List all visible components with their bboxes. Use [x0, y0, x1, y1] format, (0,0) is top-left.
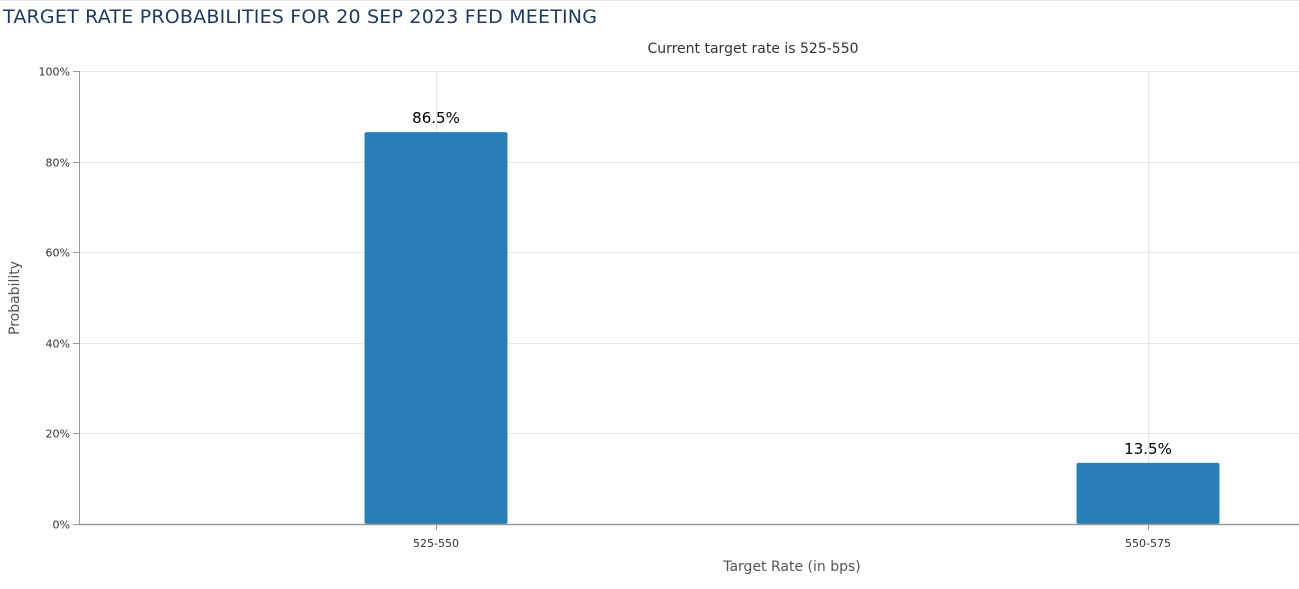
x-axis-title: Target Rate (in bps)	[722, 559, 861, 575]
axes	[73, 71, 1299, 530]
chart-subtitle: Current target rate is 525-550	[647, 41, 858, 57]
y-tick-label: 100%	[39, 66, 70, 79]
y-tick-label: 40%	[46, 338, 70, 351]
x-tick-label: 550-575	[1125, 537, 1171, 550]
top-rule	[0, 0, 1299, 1]
data-label: 86.5%	[412, 109, 460, 127]
y-tick-label: 0%	[53, 519, 70, 532]
y-axis-title: Probability	[7, 261, 23, 335]
chart-labels: Current target rate is 525-550 Target Ra…	[7, 41, 1172, 575]
bar-525-550[interactable]	[364, 132, 508, 524]
y-tick-label: 60%	[46, 247, 70, 260]
grid	[79, 71, 1299, 524]
y-tick-label: 80%	[46, 157, 70, 170]
x-tick-label: 525-550	[413, 537, 459, 550]
bars	[364, 132, 1220, 524]
data-label: 13.5%	[1124, 440, 1172, 458]
bar-550-575[interactable]	[1076, 462, 1220, 524]
page-title: TARGET RATE PROBABILITIES FOR 20 SEP 202…	[3, 6, 598, 28]
y-tick-label: 20%	[46, 428, 70, 441]
